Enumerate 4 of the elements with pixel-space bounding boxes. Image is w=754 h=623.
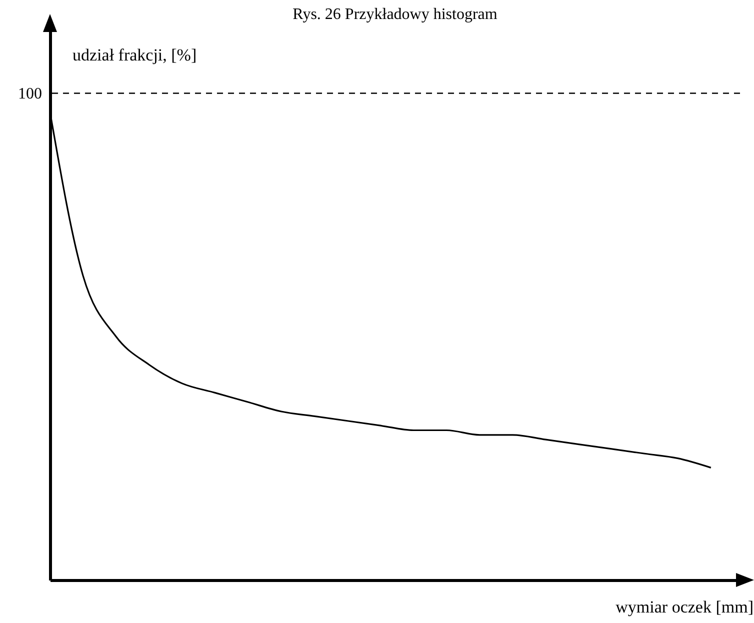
text: 100 xyxy=(18,85,42,102)
y-axis-title: udział frakcji, [%] xyxy=(72,46,197,64)
chart-title: Rys. 26 Przykładowy histogram xyxy=(292,6,498,23)
x-axis-title: wymiar oczek [mm] xyxy=(616,598,754,616)
